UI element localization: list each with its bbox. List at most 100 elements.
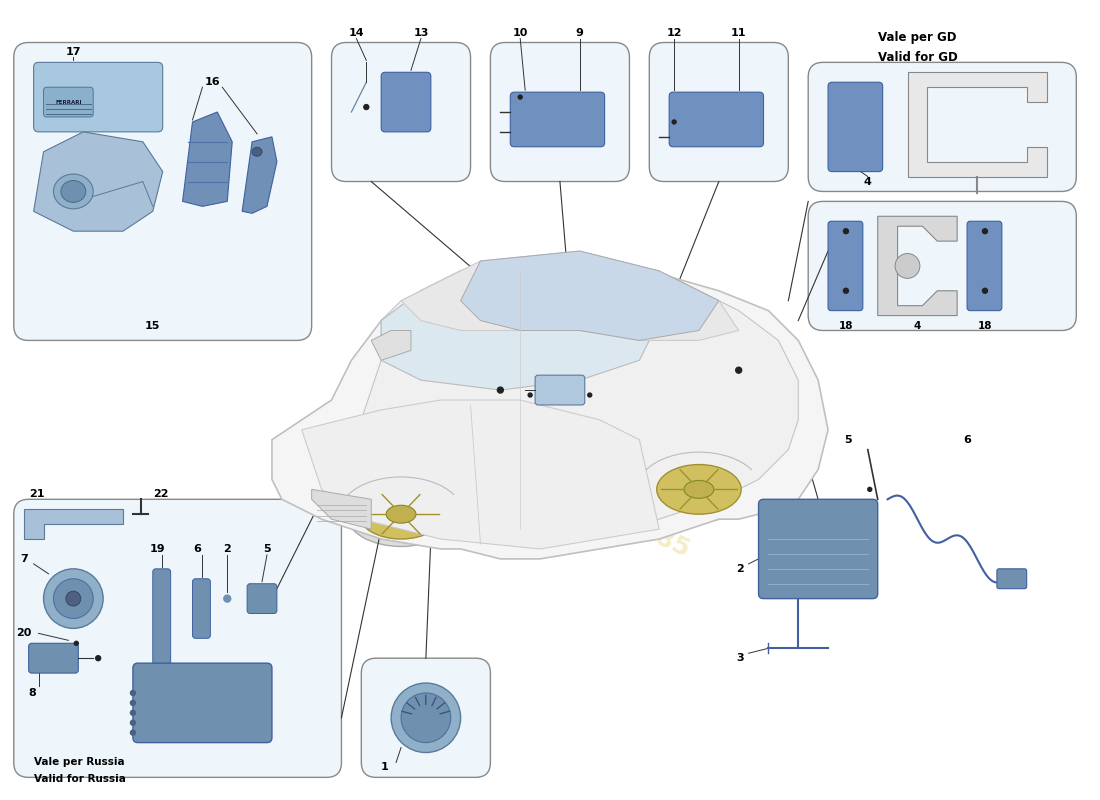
- FancyBboxPatch shape: [759, 499, 878, 598]
- Text: euromotive: euromotive: [525, 326, 715, 434]
- FancyBboxPatch shape: [29, 643, 78, 673]
- FancyBboxPatch shape: [192, 578, 210, 638]
- Text: 15: 15: [145, 321, 161, 330]
- FancyBboxPatch shape: [535, 375, 585, 405]
- Text: 4: 4: [864, 177, 871, 186]
- Polygon shape: [372, 330, 411, 360]
- Ellipse shape: [392, 683, 461, 753]
- Ellipse shape: [518, 95, 522, 99]
- Ellipse shape: [736, 367, 741, 373]
- Polygon shape: [908, 72, 1046, 177]
- Text: 10: 10: [513, 27, 528, 38]
- Ellipse shape: [359, 490, 443, 539]
- Ellipse shape: [364, 105, 368, 110]
- Ellipse shape: [346, 482, 455, 546]
- Ellipse shape: [54, 578, 94, 618]
- Ellipse shape: [868, 487, 871, 491]
- Text: 1: 1: [382, 762, 389, 773]
- Polygon shape: [242, 137, 277, 214]
- Text: 4: 4: [914, 321, 921, 330]
- Ellipse shape: [684, 481, 714, 498]
- FancyBboxPatch shape: [153, 569, 170, 668]
- Ellipse shape: [386, 506, 416, 523]
- Ellipse shape: [75, 642, 78, 646]
- Ellipse shape: [844, 229, 848, 234]
- FancyBboxPatch shape: [491, 42, 629, 182]
- Ellipse shape: [96, 656, 100, 661]
- Ellipse shape: [54, 174, 94, 209]
- FancyBboxPatch shape: [808, 62, 1076, 191]
- Text: 18: 18: [978, 321, 992, 330]
- Text: 12: 12: [667, 27, 682, 38]
- Polygon shape: [183, 112, 232, 206]
- Text: 13: 13: [414, 27, 429, 38]
- Ellipse shape: [982, 288, 988, 294]
- Ellipse shape: [672, 120, 676, 124]
- FancyBboxPatch shape: [34, 62, 163, 132]
- Ellipse shape: [528, 393, 532, 397]
- Ellipse shape: [131, 690, 135, 695]
- Ellipse shape: [131, 720, 135, 726]
- FancyBboxPatch shape: [331, 42, 471, 182]
- Polygon shape: [402, 251, 739, 341]
- Text: 20: 20: [16, 628, 32, 638]
- Text: 22: 22: [153, 490, 168, 499]
- Text: Valid for GD: Valid for GD: [878, 51, 957, 64]
- Ellipse shape: [844, 288, 848, 294]
- Ellipse shape: [44, 569, 103, 629]
- Polygon shape: [34, 132, 163, 231]
- Text: 6: 6: [194, 544, 201, 554]
- Text: 5: 5: [844, 434, 851, 445]
- Ellipse shape: [66, 591, 80, 606]
- Ellipse shape: [497, 387, 504, 393]
- Text: 11: 11: [730, 27, 747, 38]
- Ellipse shape: [587, 393, 592, 397]
- Ellipse shape: [60, 181, 86, 202]
- Ellipse shape: [131, 700, 135, 706]
- Text: 7: 7: [20, 554, 28, 564]
- Text: 5: 5: [263, 544, 271, 554]
- Ellipse shape: [645, 457, 754, 522]
- Ellipse shape: [982, 229, 988, 234]
- Text: 2: 2: [223, 544, 231, 554]
- FancyBboxPatch shape: [808, 202, 1076, 330]
- FancyBboxPatch shape: [14, 42, 311, 341]
- Polygon shape: [301, 400, 659, 549]
- FancyBboxPatch shape: [669, 92, 763, 146]
- FancyBboxPatch shape: [967, 222, 1002, 310]
- Ellipse shape: [223, 595, 231, 602]
- Ellipse shape: [402, 693, 451, 742]
- Polygon shape: [272, 261, 828, 559]
- Text: 21: 21: [29, 490, 44, 499]
- Text: passione: passione: [538, 412, 661, 487]
- Text: 17: 17: [66, 47, 81, 58]
- FancyBboxPatch shape: [382, 72, 431, 132]
- FancyBboxPatch shape: [44, 87, 94, 117]
- Ellipse shape: [568, 387, 572, 393]
- FancyBboxPatch shape: [248, 584, 277, 614]
- Ellipse shape: [657, 465, 741, 514]
- Text: 9: 9: [576, 27, 584, 38]
- Polygon shape: [341, 261, 799, 529]
- Text: 14: 14: [349, 27, 364, 38]
- Ellipse shape: [895, 254, 920, 278]
- Ellipse shape: [252, 147, 262, 156]
- Polygon shape: [311, 490, 372, 529]
- FancyBboxPatch shape: [510, 92, 605, 146]
- Polygon shape: [382, 271, 659, 390]
- Ellipse shape: [131, 710, 135, 715]
- Text: Vale per GD: Vale per GD: [878, 31, 956, 44]
- FancyBboxPatch shape: [828, 222, 862, 310]
- Polygon shape: [461, 251, 718, 341]
- Text: 16: 16: [205, 78, 220, 87]
- FancyBboxPatch shape: [997, 569, 1026, 589]
- FancyBboxPatch shape: [828, 82, 882, 171]
- Polygon shape: [24, 510, 123, 539]
- Text: 8: 8: [29, 688, 36, 698]
- Text: 3: 3: [736, 653, 744, 663]
- FancyBboxPatch shape: [649, 42, 789, 182]
- Text: Valid for Russia: Valid for Russia: [34, 774, 125, 784]
- Text: FERRARI: FERRARI: [55, 99, 81, 105]
- Text: 19: 19: [150, 544, 166, 554]
- FancyBboxPatch shape: [14, 499, 341, 778]
